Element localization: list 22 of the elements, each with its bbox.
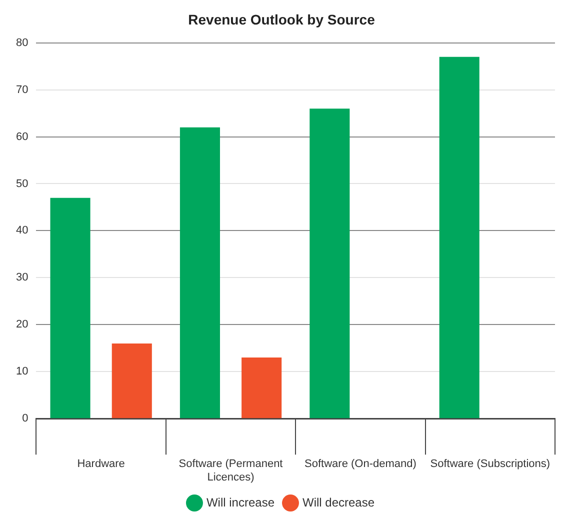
y-tick-label: 80: [16, 36, 28, 49]
chart-title: Revenue Outlook by Source: [188, 11, 376, 28]
bar: [242, 358, 282, 418]
bar: [112, 343, 152, 418]
bar: [439, 56, 480, 418]
y-tick-label: 50: [16, 178, 28, 190]
y-tick-label: 70: [16, 84, 28, 96]
x-tick-label: Software (On-demand): [304, 458, 416, 470]
y-tick-label: 10: [16, 366, 28, 378]
x-tick-label: Software (Permanent Licences): [178, 458, 283, 484]
legend-label: Will increase: [206, 495, 275, 510]
y-tick-label: 40: [16, 224, 28, 237]
x-tick-label: Hardware: [77, 458, 125, 470]
y-tick-label: 30: [16, 272, 28, 284]
bar: [50, 198, 90, 418]
y-tick-label: 20: [16, 318, 28, 331]
bar: [180, 127, 220, 418]
legend-label: Will decrease: [302, 495, 375, 510]
y-tick-label: 0: [22, 412, 28, 425]
x-tick-label: Software (Subscriptions): [430, 458, 550, 470]
bar: [310, 108, 350, 418]
y-tick-label: 60: [16, 130, 28, 143]
